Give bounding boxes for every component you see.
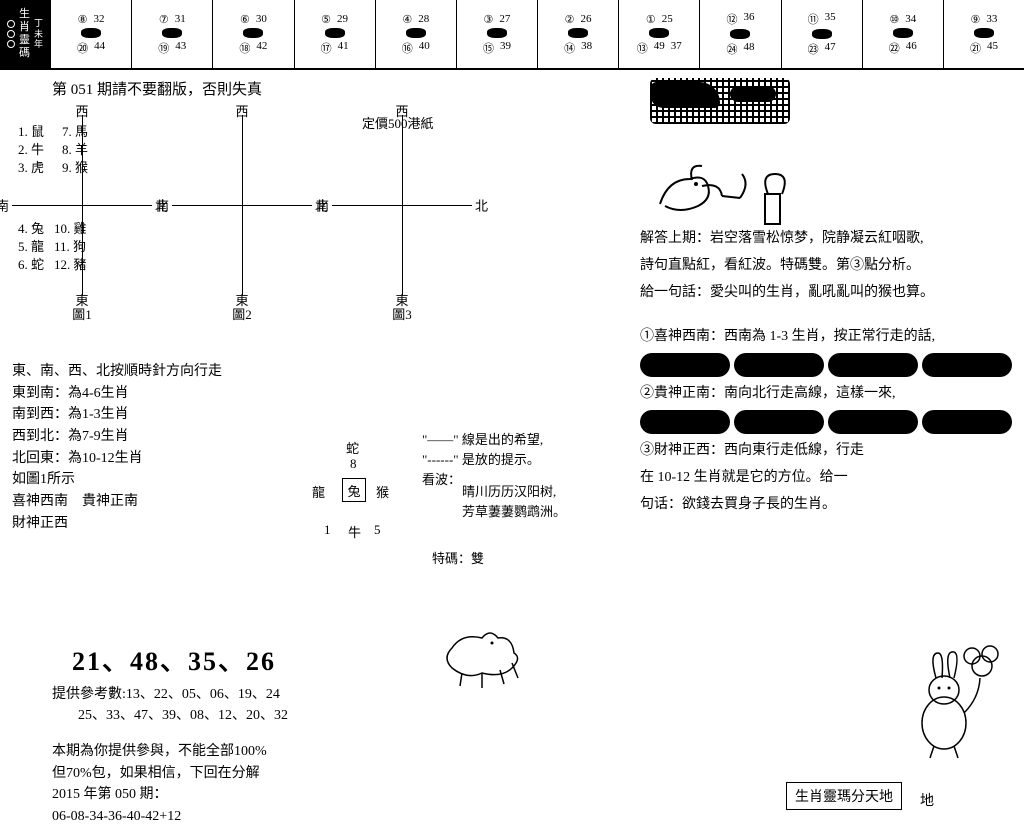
- price: 定價500港紙: [362, 113, 434, 132]
- issue-title: 第 051 期請不要翻版，否則失真: [52, 78, 630, 99]
- zodiac-label: 生 肖 靈 碼 丁 未 年: [0, 0, 50, 68]
- diagram-3: 西 東 南 北 圖3: [332, 105, 472, 305]
- reference-numbers: 提供參考數:13、22、05、06、19、24 25、33、47、39、08、1…: [52, 684, 630, 727]
- zodiac-cell: ⑫36 ㉔48: [699, 0, 780, 68]
- redacted-row: [640, 410, 1012, 434]
- zodiac-cell: ⑥30 ⑱42: [212, 0, 293, 68]
- zodiac-cell: ⑦31 ⑲43: [131, 0, 212, 68]
- zodiac-cell: ⑩34 ㉒46: [862, 0, 943, 68]
- zodiac-cell: ③27 ⑮39: [456, 0, 537, 68]
- diagram-1: 西 東 南 北 1. 鼠2. 牛3. 虎 7. 馬8. 羊9. 猴 4. 兔5.…: [12, 105, 152, 305]
- zodiac-header: 生 肖 靈 碼 丁 未 年 ⑧32 ⑳44⑦31 ⑲43⑥30 ⑱42⑤29 ⑰…: [0, 0, 1024, 70]
- dog-illustration: [432, 608, 542, 698]
- redacted-row: [640, 353, 1012, 377]
- zodiac-cell: ⑪35 ㉓47: [781, 0, 862, 68]
- decorative-illustrations: [650, 78, 1010, 208]
- special-code: 特碼：雙: [432, 548, 484, 567]
- footer-title: 生肖靈瑪分天地: [786, 782, 902, 810]
- zodiac-cell: ⑤29 ⑰41: [294, 0, 375, 68]
- main-numbers: 21、48、35、26: [72, 641, 630, 678]
- bottom-note: 本期為你提供參與，不能全部100% 但70%包，如果相信，下回在分解 2015 …: [52, 741, 630, 828]
- zodiac-cell: ④28 ⑯40: [375, 0, 456, 68]
- zodiac-cell: ⑧32 ⑳44: [50, 0, 131, 68]
- small-cross-diagram: 蛇 8 龍 兔 猴 1 牛 5: [292, 438, 422, 548]
- analysis-text: 解答上期：岩空落雪松惊梦，院静凝云紅咽歌, 詩句直點紅，看紅波。特碼雙。第③點分…: [640, 226, 1012, 518]
- zodiac-cell: ②26 ⑭38: [537, 0, 618, 68]
- diagram-2: 西 東 南 北 圖2: [172, 105, 312, 305]
- poem: 晴川历历汉阳树, 芳草萋萋鹦鹉洲。: [462, 482, 566, 522]
- zodiac-cell: ⑨33 ㉑45: [943, 0, 1024, 68]
- bunny-illustration: [894, 628, 1004, 768]
- zodiac-cell: ①25 ⑬4937: [618, 0, 699, 68]
- footer-ground: 地: [920, 790, 934, 810]
